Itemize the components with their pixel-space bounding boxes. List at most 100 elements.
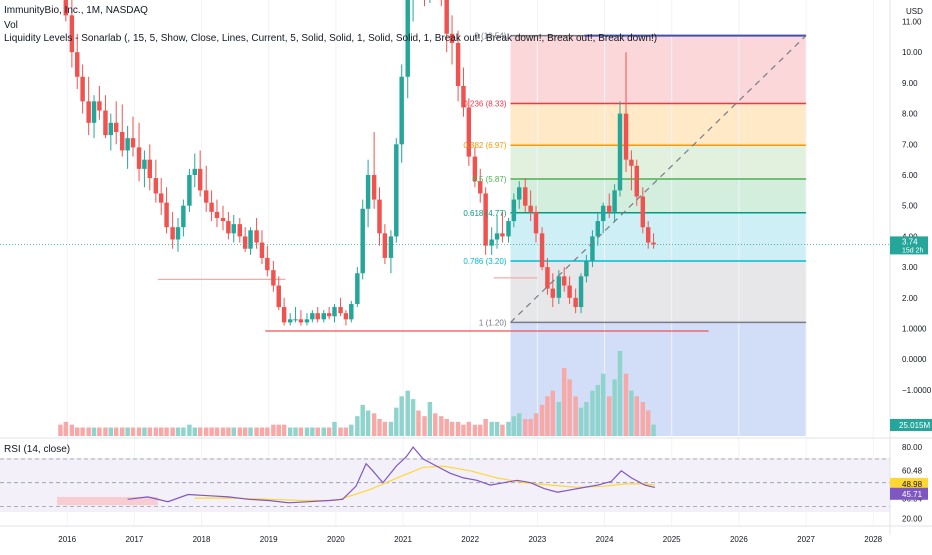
candle-body [651,242,656,245]
volume-bar [578,407,584,436]
price-axis-tick: 6.00 [902,171,918,180]
symbol-title[interactable]: ImmunityBio, Inc., 1M, NASDAQ [4,5,148,16]
time-axis-tick: 2026 [730,535,748,544]
time-axis-tick: 2027 [797,535,815,544]
fib-zone-0.236 [510,35,807,104]
volume-bar [444,419,449,436]
volume-bar [489,421,494,436]
candle-body [237,224,243,237]
candle-body [455,42,461,86]
candle-body [377,199,382,234]
candle-body [310,313,315,320]
volume-bar [108,427,114,436]
candle-body [136,147,142,169]
volume-bar [466,421,472,436]
volume-indicator-label[interactable]: Vol [4,20,18,31]
volume-value: 25.015M [899,421,930,430]
volume-bar [528,419,533,436]
candle-body [516,187,522,200]
volume-bar [382,421,388,436]
volume-bar [259,427,265,436]
candle-body [607,205,612,212]
volume-bar [399,396,404,436]
time-axis-tick: 2018 [193,535,211,544]
rsi-indicator-label[interactable]: RSI (14, close) [4,444,71,455]
price-axis-tick: 5.00 [902,202,918,211]
fib-trend-line[interactable] [510,35,807,323]
candle-body [164,202,169,228]
volume-bar [97,427,102,436]
price-axis-tick: 1.0000 [902,325,927,334]
candle-body [254,230,259,243]
volume-bar [506,421,511,436]
fib-label-0.786: 0.786 (3.20) [463,257,506,266]
liquidity-indicator-label[interactable]: Liquidity Levels - Sonarlab (, 15, 5, Sh… [4,33,658,44]
volume-bar [326,427,332,436]
volume-bar [310,427,315,436]
volume-bar [461,424,466,436]
volume-bar [561,368,567,436]
volume-bar [58,424,63,436]
candle-body [276,285,281,308]
volume-bar [237,427,243,436]
fib-label-0.382: 0.382 (6.97) [463,141,506,150]
volume-badge [890,419,932,431]
candle-body [623,113,629,160]
volume-bar [422,416,427,436]
candle-body [472,156,478,182]
candle-body [287,319,293,323]
volume-bar [220,427,226,436]
candle-body [561,276,567,286]
candle-body [242,236,248,249]
rsi-line [127,446,656,504]
candle-body [175,227,181,240]
volume-bar [209,427,214,436]
candle-body [506,221,511,237]
candle-body [214,211,220,218]
candle-body [399,76,404,145]
candle-body [315,313,320,320]
price-axis-tick: 8.00 [902,110,918,119]
volume-bar [281,424,287,436]
candle-body [63,0,69,16]
volume-bar [197,427,203,436]
candle-body [281,307,287,323]
candle-body [192,168,198,176]
rsi-ma-badge [890,477,928,490]
volume-bar [416,410,421,436]
rsi-ma-value: 48.98 [902,480,923,489]
volume-bar [153,427,159,436]
candle-body [209,202,214,212]
volume-bar [483,419,488,436]
volume-bar [360,404,365,436]
candle-body [69,15,75,53]
candle-body [231,224,236,234]
candle-body [103,110,108,136]
volume-bar [142,427,147,436]
volume-bar [584,402,589,436]
candle-body [617,113,623,191]
volume-bar [590,390,595,436]
volume-bar [75,427,80,436]
candle-body [349,303,354,320]
volume-bar [556,402,562,436]
volume-bar [304,427,310,436]
candle-body [153,178,159,194]
candle-body [226,221,231,234]
volume-bar [623,373,629,436]
candle-body [500,233,505,237]
fib-label-0.618: 0.618 (4.77) [463,209,506,218]
bar-countdown: 15d 2h [902,247,924,254]
volume-bar [388,421,394,436]
volume-bar [265,427,270,436]
candle-body [130,138,136,148]
candle-body [80,76,85,102]
price-axis-tick: 9.00 [902,79,918,88]
candle-body [338,307,343,314]
rsi-axis-tick: 60.48 [902,466,923,475]
rsi-axis-tick: 80.00 [902,443,923,452]
volume-bar [130,427,136,436]
candle-body [645,227,651,243]
last-price-value: 3.74 [902,237,918,246]
